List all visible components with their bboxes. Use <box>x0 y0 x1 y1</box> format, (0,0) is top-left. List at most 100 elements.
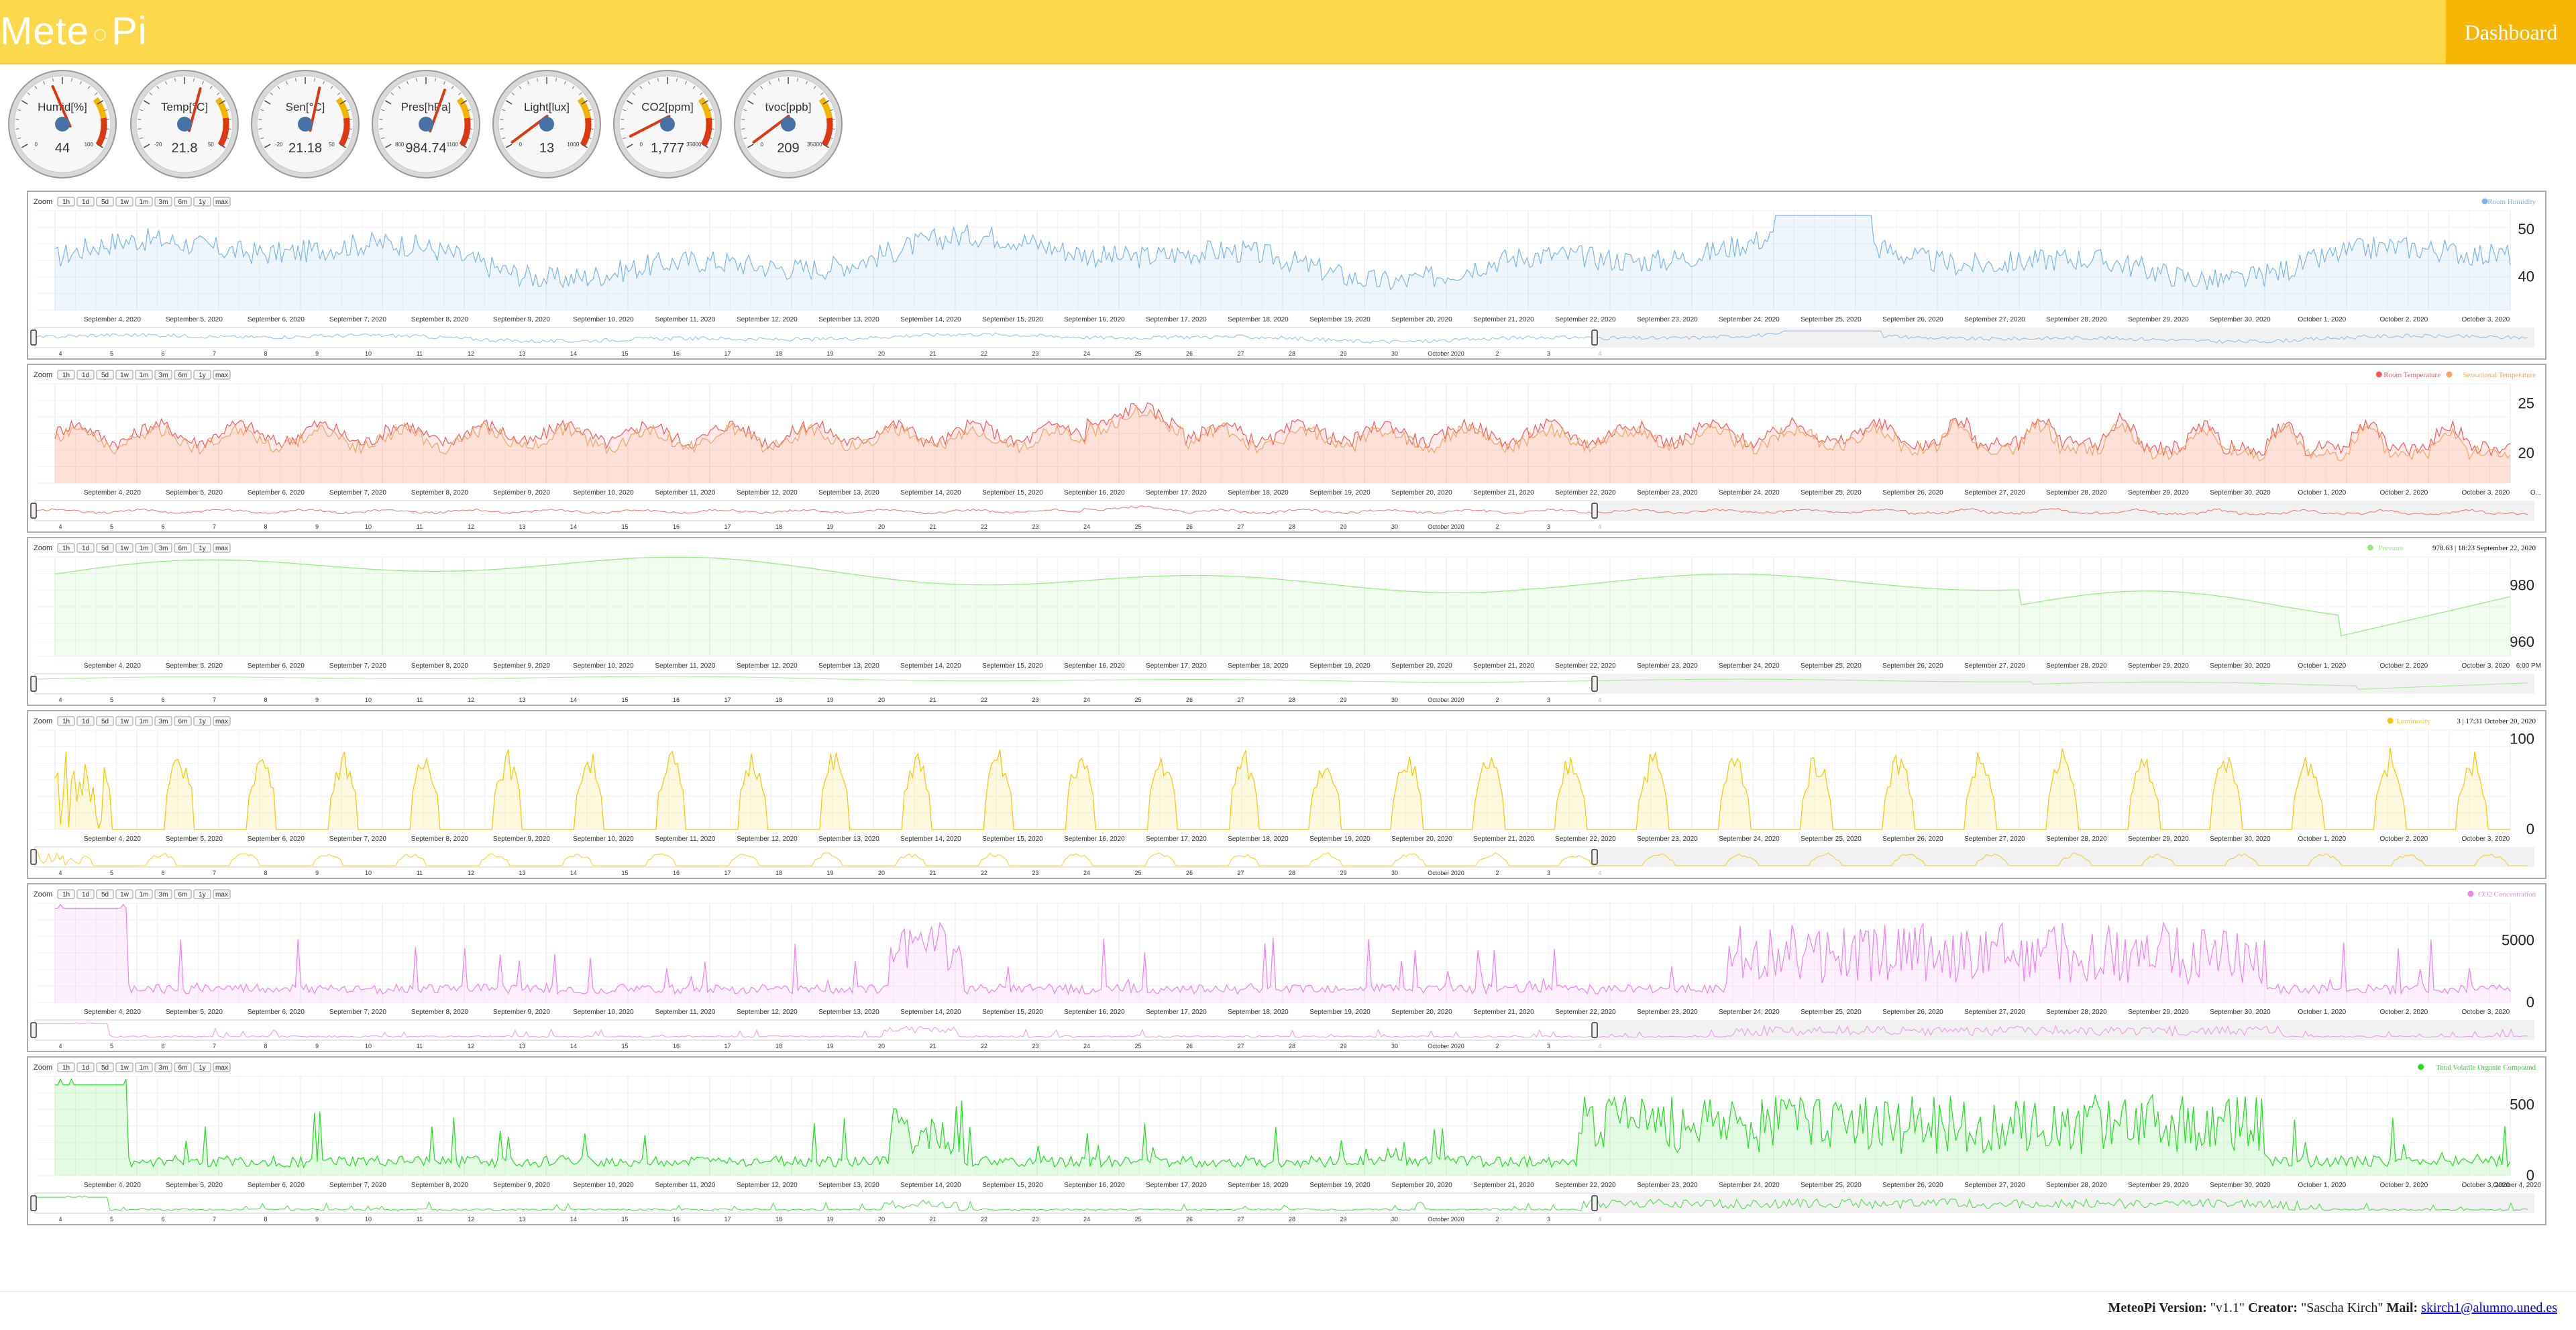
zoom-button-1d[interactable] <box>76 197 95 207</box>
zoom-button-1m[interactable] <box>135 716 153 726</box>
legend-item-label[interactable]: Luminosity <box>2396 717 2430 725</box>
zoom-button-1h[interactable] <box>57 543 75 553</box>
chart-panel-0[interactable]: Zoom 1h 1d 5d 1w 1m 3m 6m 1y max Room Humidity 50 40… <box>27 191 2546 360</box>
zoom-button-3m[interactable] <box>154 716 172 726</box>
navigator-handle-right[interactable] <box>1591 1022 1598 1038</box>
navigator-handle-right[interactable] <box>1591 676 1598 692</box>
navigator-handle-right[interactable] <box>1591 329 1598 346</box>
zoom-button-1w[interactable] <box>115 197 133 207</box>
zoom-button-1y[interactable] <box>193 543 211 553</box>
navigator-window[interactable] <box>34 500 1595 521</box>
navigator-window[interactable] <box>34 846 1595 868</box>
chart-panel-5[interactable]: Zoom 1h 1d 5d 1w 1m 3m 6m 1y max Total Volatile Or… <box>27 1056 2546 1225</box>
zoom-button-1d[interactable] <box>76 543 95 553</box>
navigator-tick-label: 4 <box>1598 870 1601 876</box>
zoom-button-1d[interactable] <box>76 889 95 899</box>
zoom-button-1h[interactable] <box>57 716 75 726</box>
chart-panel-4[interactable]: Zoom 1h 1d 5d 1w 1m 3m 6m 1y max CO2 Concentration… <box>27 883 2546 1052</box>
zoom-button-1m[interactable] <box>135 197 153 207</box>
zoom-label: Zoom <box>34 371 52 379</box>
zoom-button-6m[interactable] <box>174 197 192 207</box>
zoom-button-max[interactable] <box>213 197 231 207</box>
zoom-button-5d[interactable] <box>96 889 114 899</box>
legend-item-label[interactable]: Pressure <box>2378 544 2403 552</box>
zoom-button-5d[interactable] <box>96 716 114 726</box>
zoom-button-1w[interactable] <box>115 543 133 553</box>
zoom-button-1y[interactable] <box>193 1062 211 1072</box>
app-logo[interactable]: Mete ○Pi <box>0 9 148 54</box>
navigator-window[interactable] <box>34 1192 1595 1214</box>
zoom-button-max[interactable] <box>213 889 231 899</box>
navigator-tick-label: 4 <box>1598 523 1601 530</box>
zoom-button-3m[interactable] <box>154 197 172 207</box>
zoom-button-1w[interactable] <box>115 889 133 899</box>
navigator-handle-left[interactable] <box>30 1022 37 1038</box>
zoom-button-6m[interactable] <box>174 1062 192 1072</box>
zoom-button-1d[interactable] <box>76 1062 95 1072</box>
dashboard-button[interactable]: Dashboard <box>2446 0 2576 64</box>
zoom-button-6m[interactable] <box>174 543 192 553</box>
zoom-button-3m[interactable] <box>154 370 172 380</box>
legend-item-label[interactable]: CO2 Concentration <box>2478 890 2536 899</box>
navigator-handle-right[interactable] <box>1591 503 1598 519</box>
navigator-handle-left[interactable] <box>30 329 37 346</box>
zoom-button-5d[interactable] <box>96 1062 114 1072</box>
legend-item-label[interactable]: Sensational Temperature <box>2463 371 2536 379</box>
zoom-button-6m[interactable] <box>174 889 192 899</box>
navigator-tick-label: 15 <box>621 350 628 357</box>
zoom-button-5d[interactable] <box>96 197 114 207</box>
zoom-button-3m[interactable] <box>154 1062 172 1072</box>
zoom-button-1h[interactable] <box>57 197 75 207</box>
zoom-button-1d[interactable] <box>76 716 95 726</box>
chart-panel-1[interactable]: Zoom 1h 1d 5d 1w 1m 3m 6m 1y max Sensational Tempe… <box>27 364 2546 533</box>
chart-panel-3[interactable]: Zoom 1h 1d 5d 1w 1m 3m 6m 1y max Luminosity 3 | 17:… <box>27 710 2546 879</box>
zoom-button-max[interactable] <box>213 716 231 726</box>
gauge-tick <box>381 137 385 140</box>
zoom-button-6m[interactable] <box>174 716 192 726</box>
legend-item-label[interactable]: Room Temperature <box>2383 371 2440 379</box>
legend-item-label[interactable]: Room Humidity <box>2487 198 2536 206</box>
gauge-tick <box>822 144 830 148</box>
zoom-button-5d[interactable] <box>96 543 114 553</box>
chart-panel-2[interactable]: Zoom 1h 1d 5d 1w 1m 3m 6m 1y max Pressure 978.63 | … <box>27 537 2546 706</box>
zoom-button-3m[interactable] <box>154 889 172 899</box>
zoom-button-1w[interactable] <box>115 1062 133 1072</box>
zoom-button-max[interactable] <box>213 1062 231 1072</box>
zoom-button-5d[interactable] <box>96 370 114 380</box>
zoom-button-1m[interactable] <box>135 889 153 899</box>
zoom-button-1w[interactable] <box>115 370 133 380</box>
zoom-button-6m[interactable] <box>174 370 192 380</box>
zoom-button-1w[interactable] <box>115 716 133 726</box>
zoom-button-1d[interactable] <box>76 370 95 380</box>
zoom-button-1y[interactable] <box>193 197 211 207</box>
legend-marker <box>2418 1064 2424 1070</box>
navigator-series <box>34 505 2528 515</box>
navigator-handle-left[interactable] <box>30 1195 37 1211</box>
zoom-button-max[interactable] <box>213 370 231 380</box>
navigator-tick-label: 27 <box>1237 1043 1244 1050</box>
zoom-button-1m[interactable] <box>135 370 153 380</box>
navigator-tick-label: 20 <box>878 350 885 357</box>
zoom-button-1h[interactable] <box>57 370 75 380</box>
navigator-window[interactable] <box>34 673 1595 695</box>
zoom-button-max[interactable] <box>213 543 231 553</box>
navigator-tick-label: 4 <box>1598 1216 1601 1223</box>
zoom-button-3m[interactable] <box>154 543 172 553</box>
zoom-button-1h[interactable] <box>57 1062 75 1072</box>
navigator-handle-left[interactable] <box>30 503 37 519</box>
zoom-button-1y[interactable] <box>193 370 211 380</box>
navigator-handle-right[interactable] <box>1591 849 1598 865</box>
gauge-tick <box>741 128 745 130</box>
zoom-button-1y[interactable] <box>193 716 211 726</box>
navigator-handle-left[interactable] <box>30 676 37 692</box>
legend-item-label[interactable]: Total Volatile Organic Compound <box>2436 1064 2536 1072</box>
footer-mail-link[interactable]: skirch1@alumno.uned.es <box>2421 1300 2557 1315</box>
navigator-handle-right[interactable] <box>1591 1195 1598 1211</box>
zoom-button-1m[interactable] <box>135 1062 153 1072</box>
navigator-handle-left[interactable] <box>30 849 37 865</box>
x-tick-label: October 3, 2020 <box>2462 1009 2510 1016</box>
zoom-button-1h[interactable] <box>57 889 75 899</box>
zoom-button-1y[interactable] <box>193 889 211 899</box>
x-tick-label: September 24, 2020 <box>1719 1009 1780 1016</box>
zoom-button-1m[interactable] <box>135 543 153 553</box>
